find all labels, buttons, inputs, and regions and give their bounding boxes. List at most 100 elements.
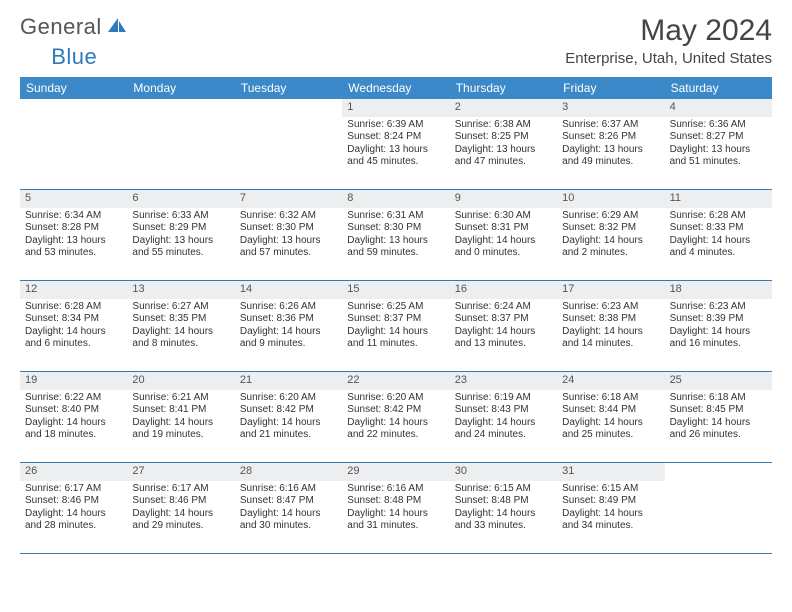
month-title: May 2024 <box>640 14 772 48</box>
day-number: 27 <box>127 463 234 481</box>
sunrise-line: Sunrise: 6:38 AM <box>455 119 552 132</box>
sunrise-line: Sunrise: 6:23 AM <box>562 301 659 314</box>
day-cell <box>20 99 127 189</box>
daylight-line: Daylight: 14 hours and 2 minutes. <box>562 235 659 260</box>
day-cell: 1Sunrise: 6:39 AMSunset: 8:24 PMDaylight… <box>342 99 449 189</box>
daylight-line: Daylight: 14 hours and 19 minutes. <box>132 417 229 442</box>
day-details: Sunrise: 6:27 AMSunset: 8:35 PMDaylight:… <box>127 299 234 355</box>
day-cell: 19Sunrise: 6:22 AMSunset: 8:40 PMDayligh… <box>20 372 127 462</box>
day-number: 10 <box>557 190 664 208</box>
day-details: Sunrise: 6:17 AMSunset: 8:46 PMDaylight:… <box>127 481 234 537</box>
logo: General <box>20 14 128 40</box>
day-cell: 20Sunrise: 6:21 AMSunset: 8:41 PMDayligh… <box>127 372 234 462</box>
day-details: Sunrise: 6:23 AMSunset: 8:38 PMDaylight:… <box>557 299 664 355</box>
daylight-line: Daylight: 14 hours and 14 minutes. <box>562 326 659 351</box>
day-details: Sunrise: 6:36 AMSunset: 8:27 PMDaylight:… <box>665 117 772 173</box>
day-details: Sunrise: 6:37 AMSunset: 8:26 PMDaylight:… <box>557 117 664 173</box>
sunrise-line: Sunrise: 6:16 AM <box>240 483 337 496</box>
day-details: Sunrise: 6:34 AMSunset: 8:28 PMDaylight:… <box>20 208 127 264</box>
day-cell <box>235 99 342 189</box>
sunset-line: Sunset: 8:41 PM <box>132 404 229 417</box>
day-number: 21 <box>235 372 342 390</box>
day-number: 8 <box>342 190 449 208</box>
sunrise-line: Sunrise: 6:39 AM <box>347 119 444 132</box>
day-number: 29 <box>342 463 449 481</box>
daylight-line: Daylight: 14 hours and 26 minutes. <box>670 417 767 442</box>
day-number <box>235 99 342 117</box>
day-details: Sunrise: 6:23 AMSunset: 8:39 PMDaylight:… <box>665 299 772 355</box>
day-number: 25 <box>665 372 772 390</box>
week-row: 1Sunrise: 6:39 AMSunset: 8:24 PMDaylight… <box>20 99 772 190</box>
day-details: Sunrise: 6:16 AMSunset: 8:48 PMDaylight:… <box>342 481 449 537</box>
dow-cell: Saturday <box>665 77 772 99</box>
daylight-line: Daylight: 14 hours and 18 minutes. <box>25 417 122 442</box>
sunset-line: Sunset: 8:44 PM <box>562 404 659 417</box>
dow-cell: Wednesday <box>342 77 449 99</box>
day-cell: 6Sunrise: 6:33 AMSunset: 8:29 PMDaylight… <box>127 190 234 280</box>
sunset-line: Sunset: 8:32 PM <box>562 222 659 235</box>
day-details: Sunrise: 6:24 AMSunset: 8:37 PMDaylight:… <box>450 299 557 355</box>
day-cell: 7Sunrise: 6:32 AMSunset: 8:30 PMDaylight… <box>235 190 342 280</box>
day-cell: 24Sunrise: 6:18 AMSunset: 8:44 PMDayligh… <box>557 372 664 462</box>
sunset-line: Sunset: 8:35 PM <box>132 313 229 326</box>
sunrise-line: Sunrise: 6:15 AM <box>455 483 552 496</box>
week-row: 26Sunrise: 6:17 AMSunset: 8:46 PMDayligh… <box>20 463 772 554</box>
day-number: 5 <box>20 190 127 208</box>
day-cell: 15Sunrise: 6:25 AMSunset: 8:37 PMDayligh… <box>342 281 449 371</box>
day-number: 13 <box>127 281 234 299</box>
week-row: 19Sunrise: 6:22 AMSunset: 8:40 PMDayligh… <box>20 372 772 463</box>
sunset-line: Sunset: 8:48 PM <box>455 495 552 508</box>
day-cell: 12Sunrise: 6:28 AMSunset: 8:34 PMDayligh… <box>20 281 127 371</box>
day-cell: 25Sunrise: 6:18 AMSunset: 8:45 PMDayligh… <box>665 372 772 462</box>
sunrise-line: Sunrise: 6:32 AM <box>240 210 337 223</box>
day-number: 18 <box>665 281 772 299</box>
daylight-line: Daylight: 13 hours and 59 minutes. <box>347 235 444 260</box>
sunrise-line: Sunrise: 6:18 AM <box>670 392 767 405</box>
sunrise-line: Sunrise: 6:17 AM <box>25 483 122 496</box>
sunrise-line: Sunrise: 6:22 AM <box>25 392 122 405</box>
day-of-week-header: SundayMondayTuesdayWednesdayThursdayFrid… <box>20 77 772 99</box>
day-number <box>665 463 772 481</box>
week-row: 5Sunrise: 6:34 AMSunset: 8:28 PMDaylight… <box>20 190 772 281</box>
day-details: Sunrise: 6:22 AMSunset: 8:40 PMDaylight:… <box>20 390 127 446</box>
daylight-line: Daylight: 13 hours and 55 minutes. <box>132 235 229 260</box>
day-cell: 28Sunrise: 6:16 AMSunset: 8:47 PMDayligh… <box>235 463 342 553</box>
day-number: 30 <box>450 463 557 481</box>
day-number: 1 <box>342 99 449 117</box>
day-cell <box>127 99 234 189</box>
sunset-line: Sunset: 8:29 PM <box>132 222 229 235</box>
sunrise-line: Sunrise: 6:34 AM <box>25 210 122 223</box>
day-cell <box>665 463 772 553</box>
sunrise-line: Sunrise: 6:21 AM <box>132 392 229 405</box>
day-number: 7 <box>235 190 342 208</box>
day-details: Sunrise: 6:20 AMSunset: 8:42 PMDaylight:… <box>235 390 342 446</box>
week-row: 12Sunrise: 6:28 AMSunset: 8:34 PMDayligh… <box>20 281 772 372</box>
day-cell: 14Sunrise: 6:26 AMSunset: 8:36 PMDayligh… <box>235 281 342 371</box>
sunset-line: Sunset: 8:37 PM <box>455 313 552 326</box>
day-details: Sunrise: 6:33 AMSunset: 8:29 PMDaylight:… <box>127 208 234 264</box>
sunrise-line: Sunrise: 6:20 AM <box>240 392 337 405</box>
daylight-line: Daylight: 14 hours and 34 minutes. <box>562 508 659 533</box>
sunset-line: Sunset: 8:31 PM <box>455 222 552 235</box>
daylight-line: Daylight: 14 hours and 16 minutes. <box>670 326 767 351</box>
day-details: Sunrise: 6:25 AMSunset: 8:37 PMDaylight:… <box>342 299 449 355</box>
sunrise-line: Sunrise: 6:26 AM <box>240 301 337 314</box>
day-number: 24 <box>557 372 664 390</box>
sunrise-line: Sunrise: 6:37 AM <box>562 119 659 132</box>
sunset-line: Sunset: 8:39 PM <box>670 313 767 326</box>
day-cell: 26Sunrise: 6:17 AMSunset: 8:46 PMDayligh… <box>20 463 127 553</box>
sunrise-line: Sunrise: 6:15 AM <box>562 483 659 496</box>
logo-line2: X Blue <box>20 44 97 70</box>
day-details: Sunrise: 6:28 AMSunset: 8:33 PMDaylight:… <box>665 208 772 264</box>
day-number: 4 <box>665 99 772 117</box>
sunset-line: Sunset: 8:49 PM <box>562 495 659 508</box>
day-cell: 4Sunrise: 6:36 AMSunset: 8:27 PMDaylight… <box>665 99 772 189</box>
day-details: Sunrise: 6:21 AMSunset: 8:41 PMDaylight:… <box>127 390 234 446</box>
sunrise-line: Sunrise: 6:31 AM <box>347 210 444 223</box>
sunset-line: Sunset: 8:30 PM <box>240 222 337 235</box>
day-cell: 5Sunrise: 6:34 AMSunset: 8:28 PMDaylight… <box>20 190 127 280</box>
sunrise-line: Sunrise: 6:33 AM <box>132 210 229 223</box>
day-cell: 18Sunrise: 6:23 AMSunset: 8:39 PMDayligh… <box>665 281 772 371</box>
daylight-line: Daylight: 14 hours and 33 minutes. <box>455 508 552 533</box>
day-cell: 13Sunrise: 6:27 AMSunset: 8:35 PMDayligh… <box>127 281 234 371</box>
